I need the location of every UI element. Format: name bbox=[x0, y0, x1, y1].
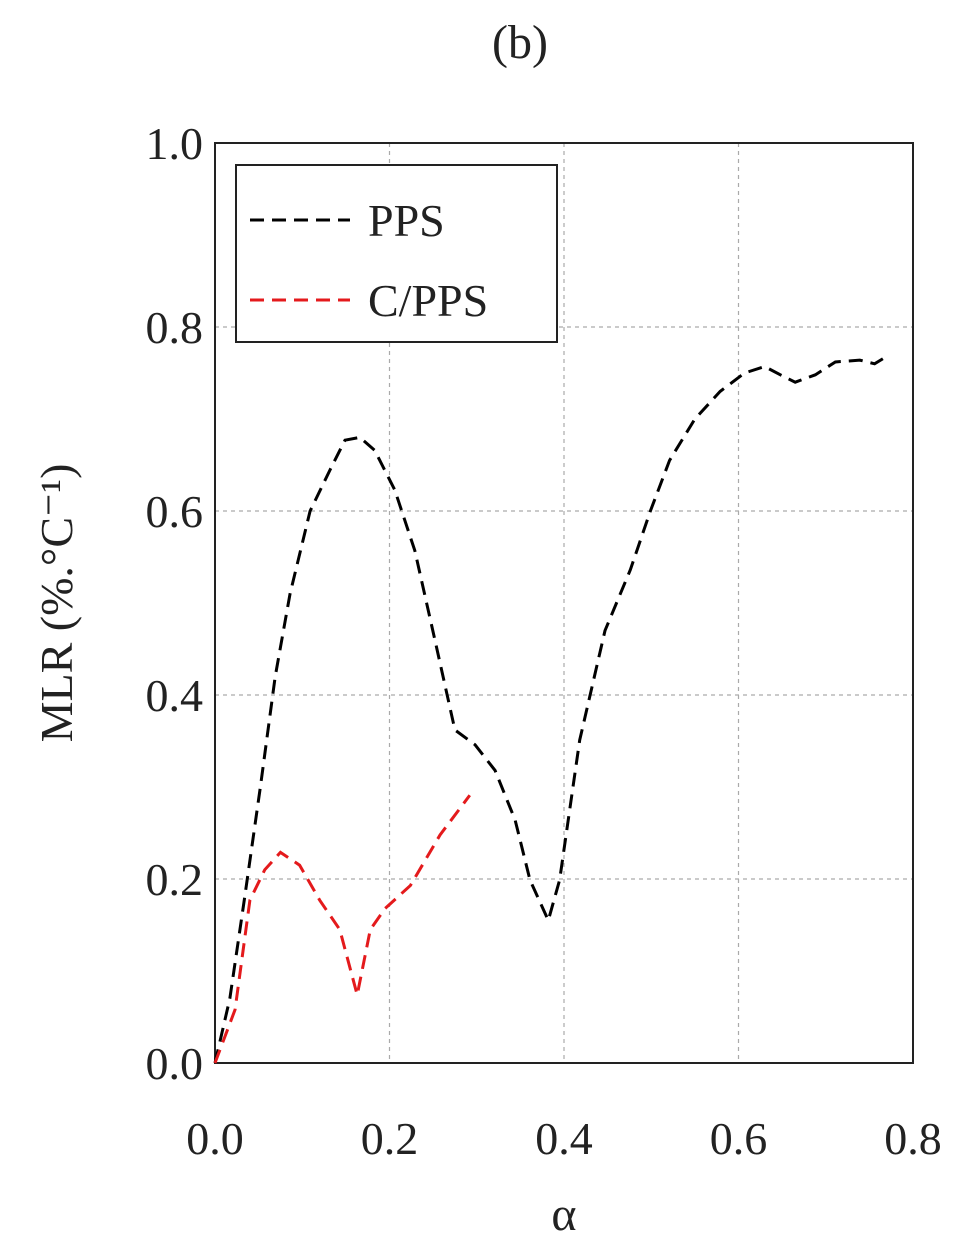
x-tick-label: 0.6 bbox=[710, 1113, 768, 1164]
legend-label: PPS bbox=[368, 195, 445, 246]
y-tick-label: 0.6 bbox=[146, 486, 204, 537]
y-tick-label: 1.0 bbox=[146, 118, 204, 169]
legend-label: C/PPS bbox=[368, 275, 488, 326]
x-tick-label: 0.0 bbox=[186, 1113, 244, 1164]
y-tick-label: 0.2 bbox=[146, 854, 204, 905]
data-line bbox=[213, 356, 886, 1064]
y-tick-label: 0.8 bbox=[146, 302, 204, 353]
data-line bbox=[213, 794, 471, 1064]
x-tick-label: 0.8 bbox=[884, 1113, 942, 1164]
chart-title: (b) bbox=[492, 16, 548, 69]
y-axis-label: MLR (%.°C⁻¹) bbox=[31, 464, 82, 743]
legend-box bbox=[235, 164, 558, 343]
x-tick-label: 0.2 bbox=[361, 1113, 419, 1164]
y-tick-label: 0.0 bbox=[146, 1038, 204, 1089]
plot-frame bbox=[214, 142, 914, 1064]
y-tick-label: 0.4 bbox=[146, 670, 204, 721]
x-tick-label: 0.4 bbox=[535, 1113, 593, 1164]
x-axis-label: α bbox=[551, 1188, 576, 1241]
